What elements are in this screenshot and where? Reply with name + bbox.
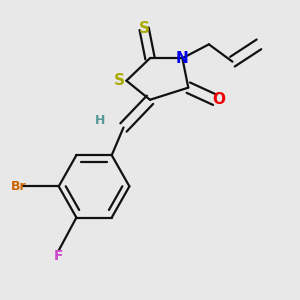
Text: O: O bbox=[213, 92, 226, 107]
Text: F: F bbox=[54, 249, 64, 263]
Text: H: H bbox=[95, 114, 105, 127]
Text: Br: Br bbox=[11, 180, 27, 193]
Text: S: S bbox=[114, 73, 124, 88]
Text: S: S bbox=[139, 21, 150, 36]
Text: N: N bbox=[176, 51, 189, 66]
